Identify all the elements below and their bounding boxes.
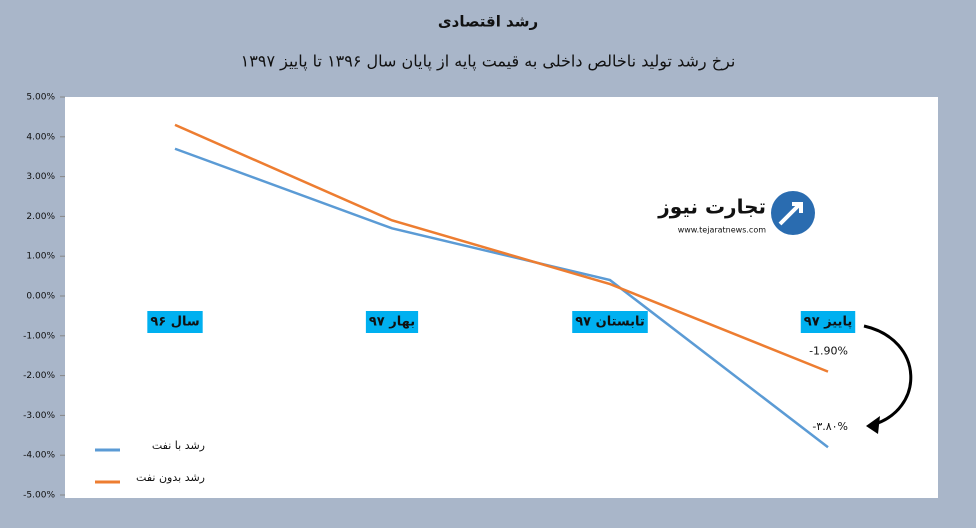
category-label-bg	[147, 311, 203, 333]
data-label: -1.90%	[809, 345, 848, 358]
series-line	[174, 123, 829, 373]
y-tick-label: 3.00%	[26, 172, 55, 182]
annotation-arrow	[863, 324, 913, 427]
x-tick-label: تابستان ۹۷	[575, 315, 645, 330]
annotation-arrowhead	[866, 416, 880, 434]
watermark: تجارت نیوز www.tejaratnews.com	[657, 191, 815, 235]
legend-label: رشد بدون نفت	[136, 471, 205, 484]
chart-title: رشد اقتصادی	[438, 13, 538, 31]
series-line	[174, 147, 829, 449]
y-tick-label: 4.00%	[26, 132, 55, 142]
plot-area	[65, 97, 938, 498]
x-tick-label: سال ۹۶	[150, 315, 199, 330]
category-label-bg	[572, 311, 648, 333]
data-label: -۳.۸۰%	[812, 420, 848, 433]
logo-text: تجارت نیوز	[657, 195, 766, 219]
y-tick-label: -2.00%	[23, 371, 55, 381]
logo-url: www.tejaratnews.com	[678, 226, 766, 235]
legend-label: رشد با نفت	[152, 439, 205, 452]
y-tick-label: 0.00%	[26, 292, 55, 302]
chart-subtitle: نرخ رشد تولید ناخالص داخلی به قیمت پایه …	[241, 52, 736, 72]
x-tick-label: پاییز ۹۷	[804, 315, 852, 330]
y-tick-label: 5.00%	[26, 93, 55, 103]
category-label-bg	[365, 311, 419, 333]
y-tick-label: -5.00%	[23, 491, 55, 501]
logo-arrow	[778, 202, 803, 226]
y-tick-label: -1.00%	[23, 331, 55, 341]
x-tick-label: بهار ۹۷	[369, 315, 415, 330]
y-tick-label: 1.00%	[26, 252, 55, 262]
y-tick-label: -3.00%	[23, 411, 55, 421]
y-tick-label: -4.00%	[23, 451, 55, 461]
category-label-bg	[800, 311, 856, 333]
y-tick-label: 2.00%	[26, 212, 55, 222]
